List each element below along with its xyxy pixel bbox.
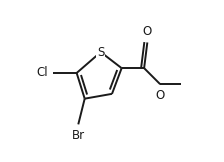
Text: O: O	[155, 89, 165, 102]
Text: Cl: Cl	[36, 66, 48, 80]
Text: O: O	[143, 25, 152, 38]
Text: S: S	[97, 46, 104, 59]
Text: Br: Br	[72, 129, 85, 142]
